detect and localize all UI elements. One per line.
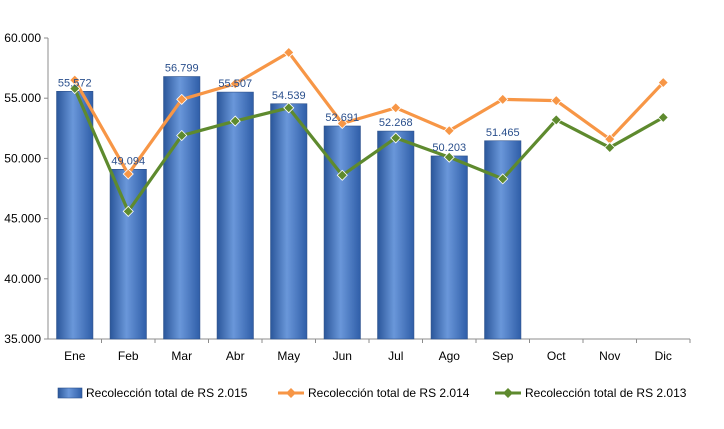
bar — [430, 155, 468, 340]
series-point — [550, 95, 562, 107]
bar-data-label: 54.539 — [272, 90, 306, 102]
bar — [270, 103, 308, 340]
series-point — [550, 114, 562, 126]
series-point — [229, 115, 241, 127]
series-point — [443, 151, 455, 163]
x-tick-label: Nov — [599, 349, 620, 363]
bar-data-label: 56.799 — [165, 63, 199, 75]
series-point — [336, 169, 348, 181]
bar — [109, 169, 147, 340]
x-tick-label: Feb — [118, 349, 139, 363]
y-tick-label: 60.000 — [4, 31, 41, 45]
y-tick-label: 50.000 — [4, 151, 41, 165]
series-point — [657, 76, 669, 89]
x-tick-label: Sep — [492, 349, 514, 363]
bar-data-label: 51.465 — [486, 127, 520, 139]
bar — [216, 91, 254, 340]
bar-data-label: 50.203 — [432, 142, 466, 154]
legend-label: Recolección total de RS 2.014 — [308, 386, 470, 400]
x-tick-label: Oct — [547, 349, 566, 363]
series-point — [657, 111, 669, 124]
y-tick-label: 40.000 — [4, 272, 41, 286]
bar-data-label: 49.094 — [111, 155, 145, 167]
x-tick-label: Jun — [333, 349, 352, 363]
x-tick-label: Abr — [226, 349, 245, 363]
x-tick-label: Dic — [655, 349, 672, 363]
x-tick-label: Ago — [439, 349, 461, 363]
data-labels-layer: 55.572 49.094 56.799 55.507 54.539 52.691 52.2… — [58, 63, 520, 168]
x-tick-label: Jul — [388, 349, 403, 363]
x-tick-label: Mar — [171, 349, 192, 363]
series-point — [390, 132, 402, 144]
series-point — [176, 129, 188, 142]
x-tick-label: May — [277, 349, 300, 363]
x-tick-label: Ene — [64, 349, 86, 363]
axes-layer: 35.000 40.000 45.000 50.000 55.000 60.000 Ene F… — [4, 31, 691, 363]
legend-label: Recolección total de RS 2.013 — [525, 386, 687, 400]
legend-swatch — [57, 387, 83, 399]
legend-swatch-marker — [286, 388, 296, 398]
series-point — [497, 93, 509, 105]
series-line — [73, 87, 665, 213]
legend: Recolección total de RS 2.015 Recolección… — [57, 386, 687, 400]
bar-data-label: 52.268 — [379, 117, 413, 129]
bar — [377, 130, 415, 340]
series-point — [122, 205, 134, 217]
series-point — [69, 83, 81, 95]
series-line — [73, 50, 665, 176]
series-point — [390, 102, 402, 114]
bar — [56, 91, 94, 340]
series-point — [443, 125, 455, 137]
series-point — [283, 46, 295, 59]
y-tick-label: 55.000 — [4, 91, 41, 105]
series-point — [176, 93, 188, 105]
bar — [484, 140, 522, 340]
series-point — [336, 117, 348, 130]
series-point — [497, 173, 509, 185]
bar-data-label: 52.691 — [325, 112, 359, 124]
bar-data-label: 55.507 — [218, 78, 252, 90]
bar-data-label: 55.572 — [58, 77, 92, 89]
series-point — [229, 78, 241, 90]
series-point — [604, 141, 616, 154]
bars-layer — [56, 76, 522, 340]
series-point — [122, 168, 134, 180]
y-tick-label: 35.000 — [4, 332, 41, 346]
series-point — [283, 102, 295, 114]
legend-label: Recolección total de RS 2.015 — [86, 386, 248, 400]
y-tick-label: 45.000 — [4, 212, 41, 226]
bar — [163, 76, 201, 340]
lines-layer — [69, 46, 669, 217]
legend-swatch-marker — [503, 388, 513, 398]
